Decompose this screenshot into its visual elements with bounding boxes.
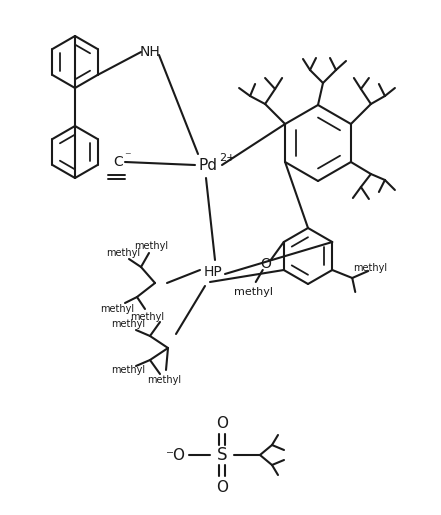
- Text: ⁻O: ⁻O: [166, 448, 186, 462]
- Text: 2+: 2+: [219, 153, 235, 163]
- Text: O: O: [216, 416, 228, 431]
- Text: methyl: methyl: [234, 287, 273, 297]
- Text: C: C: [113, 155, 123, 169]
- Text: methyl: methyl: [111, 319, 145, 329]
- Text: methyl: methyl: [130, 312, 164, 322]
- Text: HP: HP: [204, 265, 222, 279]
- Text: O: O: [260, 257, 271, 271]
- Text: methyl: methyl: [111, 365, 145, 375]
- Text: methyl: methyl: [134, 241, 168, 251]
- Text: methyl: methyl: [100, 304, 134, 314]
- Text: ⁻: ⁻: [123, 150, 130, 163]
- Text: S: S: [217, 446, 227, 464]
- Text: Pd: Pd: [198, 158, 217, 173]
- Text: methyl: methyl: [353, 263, 387, 273]
- Text: NH: NH: [140, 45, 161, 59]
- Text: methyl: methyl: [147, 375, 181, 385]
- Text: methyl: methyl: [106, 248, 140, 258]
- Text: O: O: [216, 479, 228, 494]
